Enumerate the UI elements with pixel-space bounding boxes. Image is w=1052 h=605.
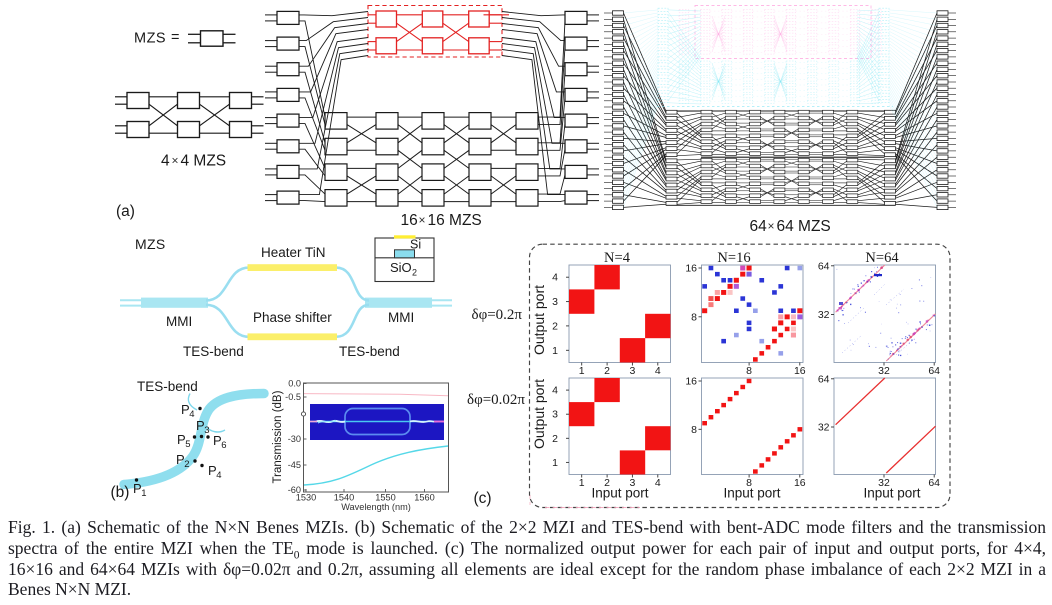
svg-text:(c): (c) xyxy=(474,490,492,507)
svg-text:Input port: Input port xyxy=(863,486,920,501)
svg-text:64: 64 xyxy=(928,477,940,489)
svg-text:MZS: MZS xyxy=(134,31,166,47)
svg-text:Si: Si xyxy=(410,238,421,252)
svg-text:1: 1 xyxy=(579,477,585,489)
svg-text:4: 4 xyxy=(552,385,558,397)
svg-text:(a): (a) xyxy=(116,203,135,220)
svg-text:Wavelength (nm): Wavelength (nm) xyxy=(341,502,411,512)
svg-text:P: P xyxy=(177,432,186,447)
svg-text:Output port: Output port xyxy=(531,285,547,355)
svg-text:8: 8 xyxy=(746,365,752,377)
svg-text:3: 3 xyxy=(552,296,558,308)
svg-text:4: 4 xyxy=(655,477,661,489)
svg-text:16: 16 xyxy=(401,212,418,229)
svg-text:TES-bend: TES-bend xyxy=(183,344,244,359)
svg-text:Transmission (dB): Transmission (dB) xyxy=(272,390,284,483)
svg-text:0.0: 0.0 xyxy=(288,379,301,389)
svg-text:MMI: MMI xyxy=(388,310,414,325)
svg-text:-45: -45 xyxy=(288,460,301,470)
svg-text:4: 4 xyxy=(161,153,170,170)
svg-text:5: 5 xyxy=(185,439,190,450)
svg-text:1: 1 xyxy=(552,457,558,469)
svg-text:=: = xyxy=(171,30,179,46)
svg-text:2: 2 xyxy=(412,268,417,278)
svg-text:3: 3 xyxy=(552,409,558,421)
svg-text:1560: 1560 xyxy=(414,493,434,503)
svg-text:4: 4 xyxy=(655,365,661,377)
svg-text:16: 16 xyxy=(794,365,806,377)
svg-text:4: 4 xyxy=(552,272,558,284)
svg-text:TES-bend: TES-bend xyxy=(137,379,198,394)
svg-text:3: 3 xyxy=(629,365,635,377)
svg-text:P: P xyxy=(208,463,217,478)
svg-text:2: 2 xyxy=(552,320,558,332)
svg-text:1: 1 xyxy=(141,488,146,499)
svg-text:64: 64 xyxy=(818,373,830,385)
svg-text:2: 2 xyxy=(552,433,558,445)
svg-text:MMI: MMI xyxy=(166,314,192,329)
svg-text:Input port: Input port xyxy=(591,486,648,501)
svg-text:32: 32 xyxy=(818,422,830,434)
svg-text:3: 3 xyxy=(629,477,635,489)
svg-text:SiO: SiO xyxy=(390,260,412,275)
svg-text:1540: 1540 xyxy=(334,493,354,503)
svg-text:×: × xyxy=(768,219,775,233)
svg-text:64: 64 xyxy=(818,260,830,272)
svg-text:3: 3 xyxy=(204,425,209,436)
svg-text:Input port: Input port xyxy=(723,486,780,501)
svg-text:P: P xyxy=(181,402,190,417)
svg-text:2: 2 xyxy=(604,365,610,377)
svg-text:×: × xyxy=(419,213,426,227)
svg-text:-30: -30 xyxy=(288,434,301,444)
svg-text:64 MZS: 64 MZS xyxy=(777,218,831,235)
svg-text:Phase shifter: Phase shifter xyxy=(253,310,332,325)
svg-text:16: 16 xyxy=(685,376,697,388)
svg-text:Output port: Output port xyxy=(531,379,547,449)
svg-text:4 MZS: 4 MZS xyxy=(181,153,227,170)
svg-text:δφ=0.2π: δφ=0.2π xyxy=(472,307,523,323)
svg-text:2: 2 xyxy=(184,459,189,470)
svg-text:P: P xyxy=(213,433,222,448)
svg-text:TES-bend: TES-bend xyxy=(339,344,400,359)
svg-text:N=4: N=4 xyxy=(604,250,631,266)
svg-text:P: P xyxy=(176,452,185,467)
svg-text:4: 4 xyxy=(189,409,194,420)
svg-text:N=16: N=16 xyxy=(717,250,750,266)
svg-text:6: 6 xyxy=(221,440,226,451)
svg-text:Heater TiN: Heater TiN xyxy=(261,245,326,260)
svg-text:8: 8 xyxy=(691,311,697,323)
svg-text:1530: 1530 xyxy=(296,493,316,503)
svg-text:32: 32 xyxy=(818,309,830,321)
svg-text:16: 16 xyxy=(685,263,697,275)
svg-text:P: P xyxy=(196,418,205,433)
svg-text:×: × xyxy=(172,154,179,168)
svg-text:-60: -60 xyxy=(288,485,301,495)
svg-text:32: 32 xyxy=(878,477,890,489)
svg-text:δφ=0.02π: δφ=0.02π xyxy=(467,392,525,408)
svg-text:N=64: N=64 xyxy=(865,250,899,266)
svg-text:16 MZS: 16 MZS xyxy=(428,212,482,229)
svg-text:-0.5: -0.5 xyxy=(285,392,301,402)
svg-text:8: 8 xyxy=(746,477,752,489)
svg-text:32: 32 xyxy=(878,365,890,377)
svg-text:64: 64 xyxy=(928,365,940,377)
svg-text:MZS: MZS xyxy=(135,236,165,252)
svg-text:8: 8 xyxy=(691,424,697,436)
svg-text:1: 1 xyxy=(579,365,585,377)
svg-text:2: 2 xyxy=(604,477,610,489)
svg-text:1: 1 xyxy=(552,345,558,357)
svg-text:(b): (b) xyxy=(111,484,130,501)
svg-text:16: 16 xyxy=(794,477,806,489)
svg-text:P: P xyxy=(133,481,142,496)
svg-text:1550: 1550 xyxy=(375,493,395,503)
svg-text:64: 64 xyxy=(750,218,768,235)
svg-text:4: 4 xyxy=(216,470,221,481)
